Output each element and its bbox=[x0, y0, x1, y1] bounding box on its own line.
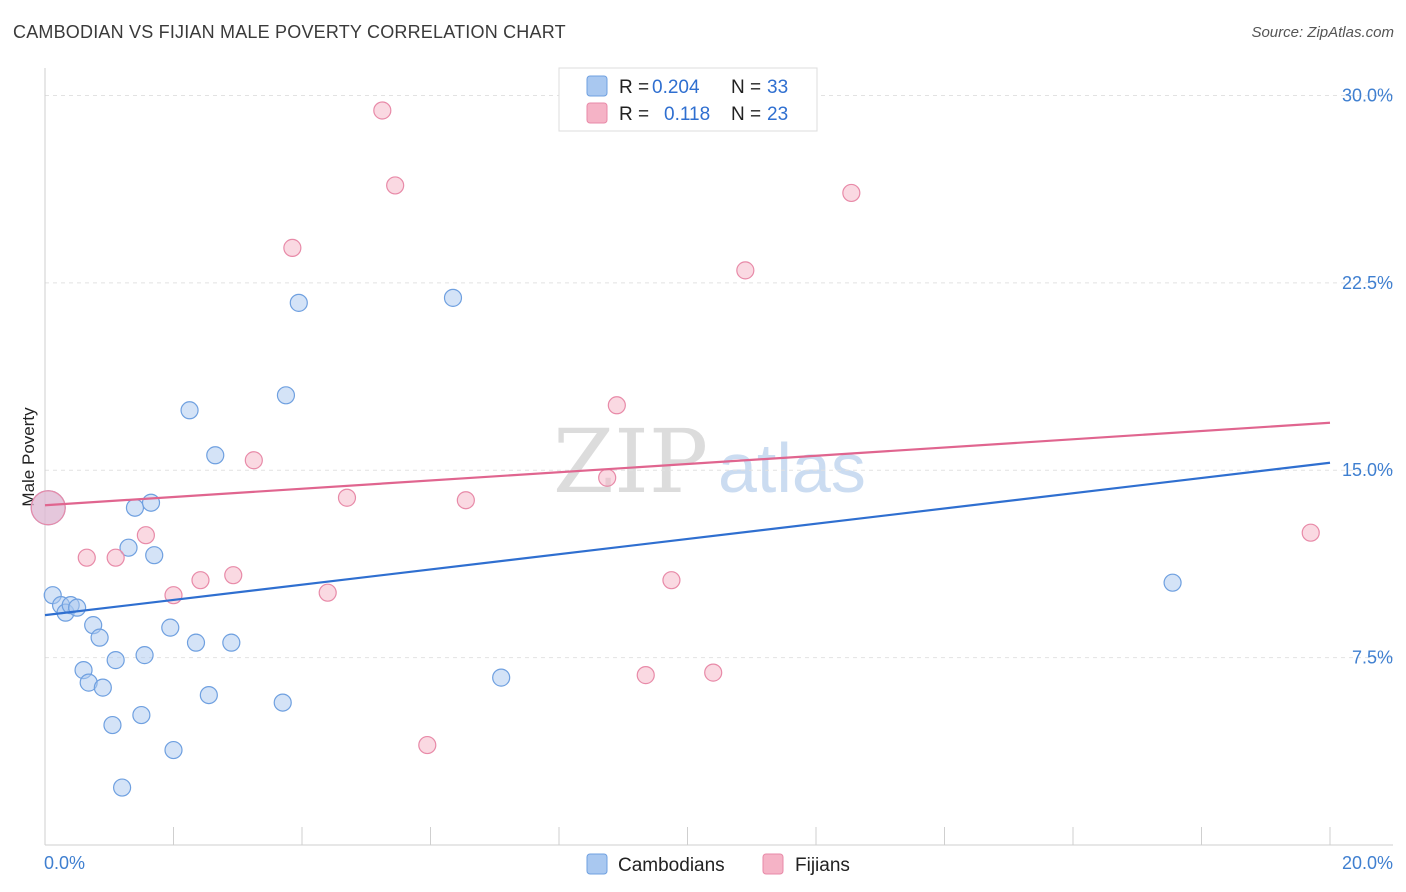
data-point-cambodians bbox=[199, 685, 218, 705]
series-legend-swatch-cambodians bbox=[586, 853, 608, 875]
data-point-fijians bbox=[224, 566, 243, 585]
stats-legend-n-value-cambodians: 33 bbox=[767, 77, 788, 98]
trend-line-fijians bbox=[44, 421, 1331, 507]
data-point-cambodians bbox=[276, 386, 296, 405]
y-tick-label: 7.5% bbox=[1352, 648, 1393, 668]
source-credit: Source: ZipAtlas.com bbox=[1251, 24, 1394, 41]
stats-legend-r-value-fijians: 0.118 bbox=[664, 104, 710, 125]
x-tick-max-label: 20.0% bbox=[1342, 853, 1393, 873]
data-point-fijians bbox=[736, 261, 755, 280]
data-point-cambodians bbox=[443, 288, 463, 307]
data-point-cambodians bbox=[164, 740, 183, 760]
series-layer bbox=[30, 101, 1331, 797]
data-point-fijians bbox=[244, 451, 263, 470]
data-point-cambodians bbox=[132, 705, 151, 725]
data-point-cambodians bbox=[112, 778, 132, 797]
stats-legend-swatch-cambodians bbox=[586, 75, 608, 97]
data-point-cambodians bbox=[289, 293, 308, 312]
data-point-fijians bbox=[373, 101, 392, 120]
data-point-fijians bbox=[418, 735, 437, 755]
series-legend-swatch-fijians bbox=[762, 853, 784, 875]
data-point-fijians bbox=[607, 396, 626, 415]
data-point-cambodians bbox=[106, 651, 125, 670]
y-tick-label: 22.5% bbox=[1342, 273, 1393, 293]
data-point-fijians bbox=[456, 491, 475, 510]
y-axis-label: Male Poverty bbox=[19, 407, 38, 507]
stats-legend-r-value-cambodians: 0.204 bbox=[652, 77, 700, 98]
x-axis-ticks bbox=[44, 827, 1331, 845]
data-point-fijians bbox=[191, 571, 210, 590]
data-point-fijians bbox=[598, 468, 617, 487]
data-point-cambodians bbox=[125, 498, 145, 517]
data-point-fijians bbox=[136, 526, 155, 545]
stats-legend-r-label-fijians: R = bbox=[619, 104, 649, 125]
stats-legend-n-label-cambodians: N = bbox=[731, 77, 761, 98]
data-point-cambodians bbox=[90, 628, 109, 647]
data-point-cambodians bbox=[93, 678, 112, 697]
trend-line-cambodians bbox=[44, 461, 1331, 617]
stats-legend-swatch-fijians bbox=[586, 102, 608, 124]
data-point-cambodians bbox=[492, 668, 511, 687]
stats-legend-r-label-cambodians: R = bbox=[619, 77, 649, 98]
data-point-fijians bbox=[318, 583, 337, 602]
series-legend: Cambodians Fijians bbox=[586, 853, 850, 876]
chart-title: CAMBODIAN VS FIJIAN MALE POVERTY CORRELA… bbox=[13, 22, 566, 42]
data-point-fijians bbox=[842, 183, 861, 203]
y-tick-label: 30.0% bbox=[1342, 85, 1393, 105]
gridlines bbox=[45, 94, 1393, 659]
y-tick-label: 15.0% bbox=[1342, 460, 1393, 480]
data-point-cambodians bbox=[119, 538, 138, 557]
y-tick-labels: 7.5% 15.0% 22.5% 30.0% bbox=[1342, 85, 1393, 667]
watermark: ZIP atlas bbox=[553, 410, 866, 513]
data-point-cambodians bbox=[141, 493, 161, 512]
data-point-cambodians bbox=[145, 546, 164, 565]
data-point-cambodians bbox=[135, 646, 154, 665]
data-point-cambodians bbox=[273, 693, 292, 712]
data-point-fijians bbox=[704, 663, 723, 682]
data-point-cambodians bbox=[206, 446, 225, 465]
data-point-cambodians bbox=[68, 598, 87, 617]
series-cambodians bbox=[30, 288, 1182, 797]
data-point-fijians bbox=[662, 571, 681, 590]
data-point-cambodians bbox=[186, 633, 206, 652]
data-point-fijians bbox=[30, 490, 66, 526]
series-legend-label-fijians: Fijians bbox=[795, 855, 850, 876]
data-point-fijians bbox=[283, 238, 302, 257]
data-point-fijians bbox=[106, 548, 125, 567]
stats-legend: R = 0.204 N = 33 R = 0.118 N = 23 bbox=[558, 67, 818, 132]
watermark-zip: ZIP bbox=[553, 410, 708, 513]
data-point-fijians bbox=[386, 176, 405, 195]
data-point-cambodians bbox=[1163, 573, 1182, 592]
data-point-cambodians bbox=[161, 618, 180, 637]
data-point-cambodians bbox=[222, 633, 241, 652]
watermark-atlas: atlas bbox=[718, 429, 866, 507]
series-legend-label-cambodians: Cambodians bbox=[618, 855, 725, 876]
data-point-fijians bbox=[337, 488, 357, 507]
stats-legend-n-value-fijians: 23 bbox=[767, 104, 788, 125]
data-point-fijians bbox=[636, 666, 655, 685]
stats-legend-n-label-fijians: N = bbox=[731, 104, 761, 125]
data-point-fijians bbox=[77, 548, 96, 567]
data-point-cambodians bbox=[103, 715, 122, 735]
data-point-cambodians bbox=[180, 401, 199, 420]
data-point-fijians bbox=[1301, 523, 1320, 542]
x-tick-min-label: 0.0% bbox=[44, 853, 85, 873]
